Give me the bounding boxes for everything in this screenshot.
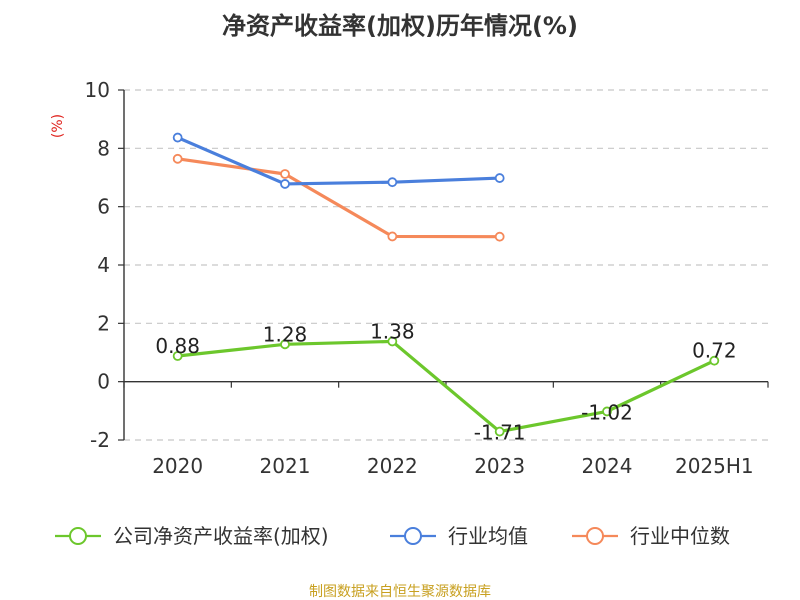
x-tick-label: 2020 — [152, 454, 203, 478]
data-label: 0.72 — [692, 339, 737, 363]
data-point — [172, 351, 183, 361]
data-labels: 0.88 1.28 1.38 -1.71 -1.02 0.72 — [155, 319, 736, 444]
y-axis-unit-label: (%) — [50, 114, 66, 138]
series-2 — [172, 153, 505, 242]
data-point — [709, 355, 720, 366]
data-point — [494, 426, 505, 437]
data-label: 1.28 — [263, 322, 308, 346]
data-label: 1.38 — [370, 319, 415, 343]
legend-label: 公司净资产收益率(加权) — [113, 524, 329, 548]
data-point — [280, 179, 290, 189]
legend-marker — [69, 527, 87, 545]
data-label: -1.02 — [581, 400, 633, 424]
x-tick-label: 2024 — [582, 454, 633, 478]
series-1 — [172, 132, 505, 189]
legend-label: 行业中位数 — [630, 524, 730, 548]
data-point — [280, 169, 290, 179]
data-point — [280, 339, 290, 350]
legend-item-0: 公司净资产收益率(加权) — [55, 524, 329, 548]
y-tick-label: 10 — [85, 78, 110, 102]
series-line-1 — [176, 135, 502, 186]
grid — [124, 89, 768, 441]
y-tick-label: 0 — [97, 370, 110, 394]
data-point — [387, 177, 398, 188]
data-point — [494, 231, 505, 242]
legend-item-2: 行业中位数 — [572, 524, 730, 548]
legend-marker — [404, 527, 422, 545]
y-tick-label: 2 — [97, 311, 110, 335]
y-tick-label: 8 — [97, 136, 110, 160]
legend-label: 行业均值 — [448, 524, 528, 548]
series-line-2 — [176, 157, 502, 239]
y-tick-label: -2 — [90, 428, 110, 452]
x-tick-label: 2021 — [260, 454, 311, 478]
data-label: -1.71 — [474, 421, 526, 445]
x-tick-label: 2023 — [474, 454, 525, 478]
data-point — [172, 132, 183, 143]
legend-marker — [586, 527, 604, 545]
y-tick-label: 4 — [97, 253, 110, 277]
legend-item-1: 行业均值 — [390, 524, 528, 548]
data-point — [387, 231, 398, 242]
legend: 公司净资产收益率(加权) 行业均值 行业中位数 — [55, 524, 730, 548]
data-point — [172, 153, 183, 164]
data-point — [602, 406, 612, 417]
axes: -2 0 2 4 6 8 10 2020 2021 2022 2023 2024 2025H1 — [85, 78, 769, 478]
series-0 — [172, 336, 720, 437]
y-tick-label: 6 — [97, 195, 110, 219]
source-note: 制图数据来自恒生聚源数据库 — [309, 584, 491, 600]
x-tick-label: 2022 — [367, 454, 418, 478]
data-label: 0.88 — [155, 334, 200, 358]
series-layer — [172, 132, 720, 437]
x-tick-label: 2025H1 — [675, 454, 754, 478]
chart-title: 净资产收益率(加权)历年情况(%) — [222, 12, 578, 40]
series-line-0 — [176, 339, 716, 434]
data-point — [494, 173, 505, 183]
data-point — [387, 336, 398, 347]
